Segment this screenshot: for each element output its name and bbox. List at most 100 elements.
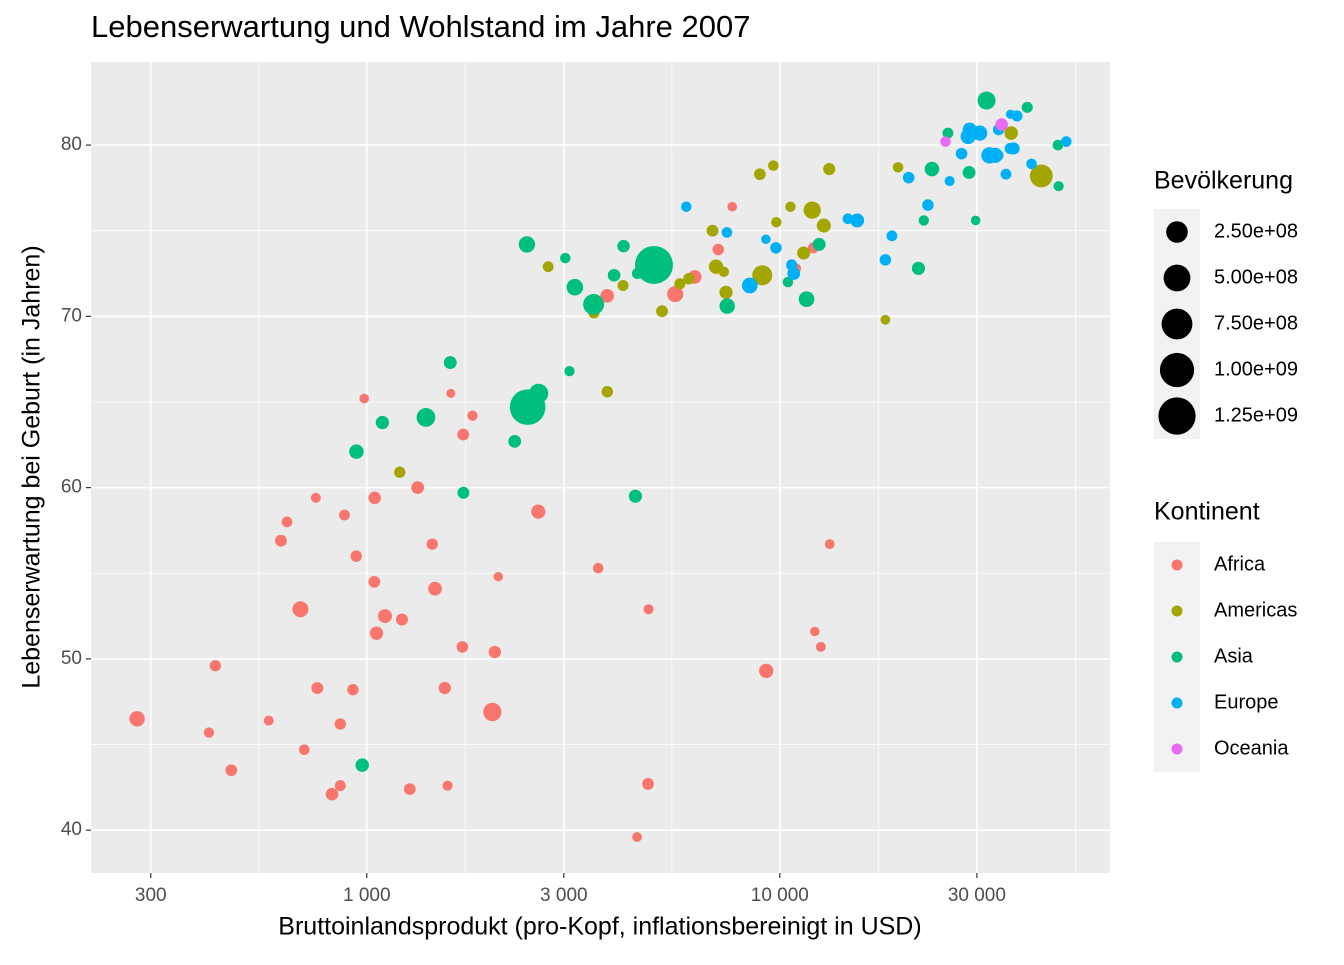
point xyxy=(628,489,642,503)
point xyxy=(1007,142,1020,155)
point xyxy=(442,780,453,791)
point xyxy=(368,491,381,505)
point xyxy=(803,201,821,219)
point xyxy=(850,213,865,228)
point xyxy=(369,626,384,640)
point xyxy=(995,118,1008,131)
point xyxy=(741,277,758,294)
point xyxy=(592,562,604,574)
x-axis-title: Bruttoinlandsprodukt (pro-Kopf, inflatio… xyxy=(278,913,921,941)
point xyxy=(719,285,733,300)
legend-label: Europe xyxy=(1214,691,1279,713)
size-legend-label: 5.00e+08 xyxy=(1214,266,1298,288)
x-tick-label: 1 000 xyxy=(343,885,391,906)
point xyxy=(493,571,504,582)
point xyxy=(955,147,968,160)
point xyxy=(911,261,926,275)
points xyxy=(129,91,1072,842)
point xyxy=(754,168,766,181)
point xyxy=(368,575,381,588)
point xyxy=(564,366,575,377)
point xyxy=(770,242,782,254)
point xyxy=(416,408,436,427)
size-legend-label: 2.50e+08 xyxy=(1214,220,1298,242)
size-legend-key xyxy=(1163,264,1191,292)
legend-label: Africa xyxy=(1214,553,1266,575)
panel xyxy=(91,62,1110,873)
point xyxy=(706,224,719,237)
y-tick-label: 80 xyxy=(61,134,82,155)
point xyxy=(528,383,549,404)
legend-label: Americas xyxy=(1214,599,1297,621)
point xyxy=(718,266,730,277)
point xyxy=(298,744,310,755)
point xyxy=(443,356,457,370)
point xyxy=(942,127,954,139)
point xyxy=(970,215,981,226)
color-legend-key xyxy=(1171,697,1183,709)
y-tick-label: 40 xyxy=(61,819,82,840)
point xyxy=(426,538,438,550)
point xyxy=(674,278,686,290)
point xyxy=(292,601,309,618)
point xyxy=(483,702,502,722)
point xyxy=(879,254,892,266)
point xyxy=(712,243,724,256)
point xyxy=(378,609,392,624)
point xyxy=(631,268,643,279)
point xyxy=(583,293,605,315)
point xyxy=(987,147,1003,163)
color-legend-key xyxy=(1171,743,1183,755)
point xyxy=(349,444,364,459)
point xyxy=(338,509,350,521)
point xyxy=(886,230,898,242)
point xyxy=(752,265,773,286)
point xyxy=(347,684,359,696)
point xyxy=(902,171,915,184)
point xyxy=(824,539,835,550)
point xyxy=(438,681,451,695)
point xyxy=(617,279,629,292)
color-legend-key xyxy=(1171,559,1183,571)
point xyxy=(771,216,782,228)
point xyxy=(632,832,642,842)
point xyxy=(225,764,238,777)
point xyxy=(787,267,801,280)
size-legend-key xyxy=(1166,221,1188,243)
point xyxy=(508,435,522,448)
size-legend-key xyxy=(1158,397,1196,435)
point xyxy=(667,286,684,303)
point xyxy=(263,715,274,726)
point xyxy=(823,162,836,176)
point xyxy=(761,234,771,245)
point xyxy=(334,718,346,730)
point xyxy=(600,288,614,303)
point xyxy=(727,201,738,212)
point xyxy=(1011,110,1023,122)
point xyxy=(924,161,940,177)
y-tick-label: 50 xyxy=(61,648,82,669)
y-tick-label: 60 xyxy=(61,477,82,498)
point xyxy=(359,393,370,404)
point xyxy=(375,415,390,430)
x-tick-label: 300 xyxy=(135,885,167,906)
y-axis-title: Lebenserwartung bei Geburt (in Jahren) xyxy=(18,245,46,688)
legend-label: Oceania xyxy=(1214,737,1289,759)
point xyxy=(940,136,951,147)
color-legend-title: Kontinent xyxy=(1154,498,1260,526)
point xyxy=(456,641,469,653)
point xyxy=(798,291,815,308)
point xyxy=(281,516,293,528)
point xyxy=(721,227,733,238)
size-legend-title: Bevölkerung xyxy=(1154,167,1293,195)
point xyxy=(962,122,977,137)
point xyxy=(797,246,811,260)
point xyxy=(815,641,826,652)
point xyxy=(656,305,668,318)
point xyxy=(785,201,796,212)
legend-label: Asia xyxy=(1214,645,1254,667)
y-tick-label: 70 xyxy=(61,305,82,326)
point xyxy=(275,534,287,547)
point xyxy=(977,91,996,110)
